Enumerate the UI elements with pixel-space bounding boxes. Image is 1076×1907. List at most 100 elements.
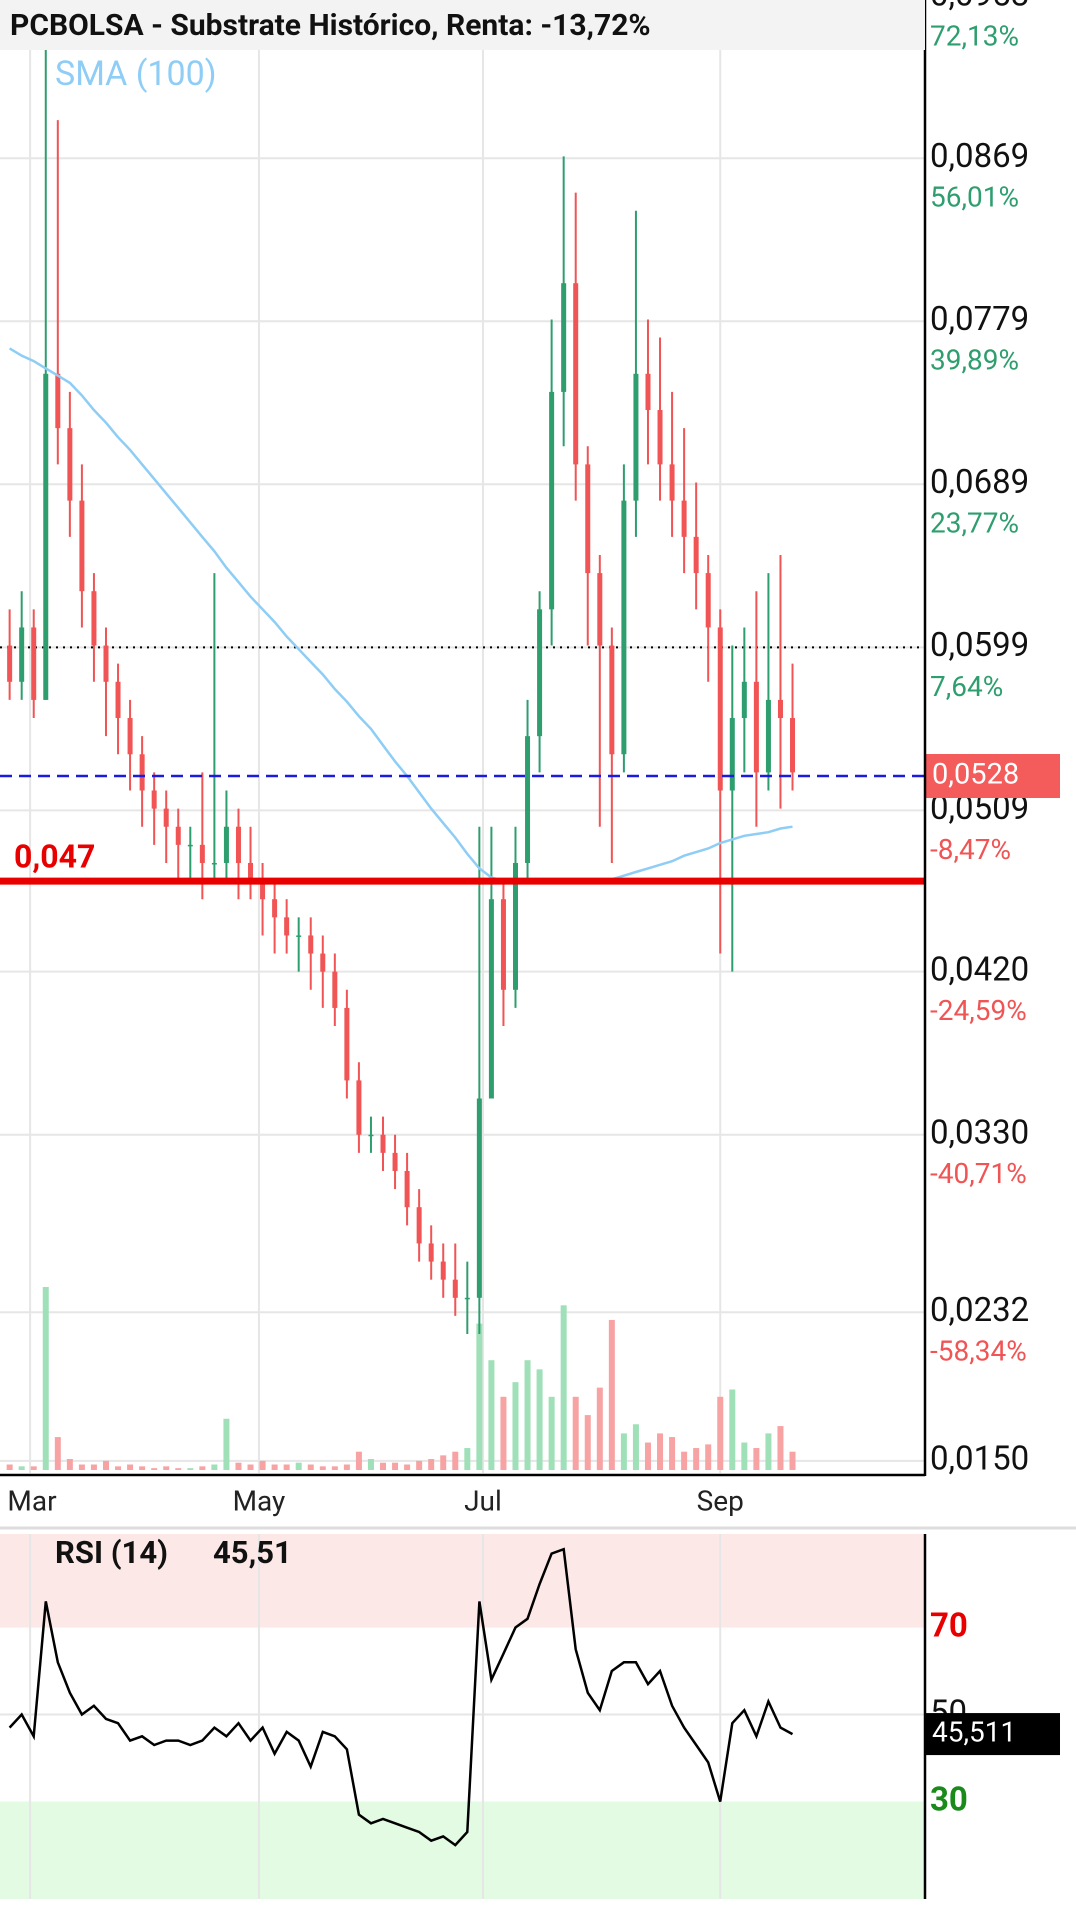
volume-bar: [343, 1464, 350, 1470]
y-tick-label: 0,0779: [930, 300, 1029, 339]
sma-line: [8, 347, 793, 883]
x-tick-label: Jul: [464, 1484, 502, 1517]
volume-bar: [295, 1462, 302, 1470]
candle-body: [693, 536, 699, 574]
volume-bar: [307, 1464, 314, 1470]
volume-bar: [66, 1459, 73, 1470]
volume-bar: [90, 1464, 97, 1470]
candle-body: [308, 935, 314, 954]
candle-body: [705, 573, 711, 628]
candle-body: [525, 736, 531, 863]
rsi-title: RSI (14): [55, 1534, 168, 1571]
pct-tick-label: -58,34%: [930, 1335, 1027, 1368]
volume-bar: [560, 1305, 567, 1470]
candle-body: [187, 844, 193, 847]
candle-body: [657, 410, 663, 465]
candle-body: [621, 500, 627, 755]
candle-body: [19, 627, 25, 682]
volume-bar: [777, 1426, 784, 1470]
candle-body: [67, 428, 73, 501]
volume-bar: [235, 1462, 242, 1470]
volume-bar: [440, 1455, 447, 1470]
candle-body: [284, 917, 290, 936]
volume-bar: [765, 1433, 772, 1470]
current-price-label: 0,0528: [932, 758, 1019, 792]
pct-tick-label: -8,47%: [930, 833, 1011, 866]
candle-body: [380, 1134, 386, 1153]
candle-body: [452, 1279, 458, 1298]
candle-body: [488, 899, 494, 1099]
candle-body: [729, 718, 735, 791]
volume-bar: [717, 1396, 724, 1470]
candle-body: [199, 844, 205, 863]
volume-bar: [500, 1396, 507, 1470]
volume-bar: [404, 1464, 411, 1470]
oversold-zone: [0, 1801, 925, 1899]
volume-bar: [705, 1444, 712, 1470]
volume-bar: [524, 1360, 531, 1470]
volume-bar: [392, 1462, 399, 1470]
candle-body: [633, 373, 639, 501]
volume-bar: [115, 1466, 122, 1470]
volume-bar: [380, 1462, 387, 1470]
volume-bar: [355, 1451, 362, 1470]
volume-bar: [271, 1464, 278, 1470]
chart-title: PCBOLSA - Substrate Histórico, Renta: -1…: [10, 8, 651, 43]
candle-body: [163, 808, 169, 827]
candle-body: [91, 591, 97, 646]
candle-body: [320, 953, 326, 972]
volume-bar: [319, 1466, 326, 1470]
candle-body: [500, 899, 506, 990]
y-tick-label: 0,0420: [930, 950, 1029, 989]
volume-bar: [488, 1360, 495, 1470]
candle-body: [681, 500, 687, 537]
volume-bar: [596, 1387, 603, 1470]
candle-body: [464, 1297, 470, 1300]
candle-body: [753, 681, 759, 773]
volume-bar: [669, 1437, 676, 1470]
rsi-current-box: [926, 1713, 1060, 1756]
candle-body: [790, 718, 796, 773]
volume-bar: [18, 1466, 25, 1470]
candle-body: [356, 1080, 362, 1135]
candle-body: [151, 790, 157, 809]
x-tick-label: Mar: [7, 1484, 57, 1517]
current-price-box: [926, 754, 1060, 799]
candle-body: [248, 862, 254, 882]
pct-tick-label: 7,64%: [930, 670, 1003, 703]
x-tick-label: Sep: [697, 1484, 744, 1517]
candle-body: [7, 645, 13, 682]
candle-body: [609, 645, 615, 755]
volume-bar: [452, 1451, 459, 1470]
y-tick-label: 0,0958: [930, 0, 1029, 15]
volume-bar: [163, 1466, 170, 1470]
volume-bar: [6, 1464, 13, 1470]
candle-body: [645, 373, 651, 411]
volume-bar: [223, 1418, 230, 1470]
candle-body: [272, 899, 278, 918]
volume-bar: [199, 1466, 206, 1470]
y-tick-label: 0,0150: [930, 1440, 1029, 1479]
volume-bar: [681, 1451, 688, 1470]
volume-bar: [644, 1442, 651, 1470]
volume-bar: [572, 1396, 579, 1470]
volume-bar: [54, 1437, 61, 1470]
candle-body: [368, 1134, 374, 1137]
y-tick-label: 0,0599: [930, 626, 1029, 665]
volume-bar: [657, 1433, 664, 1470]
candle-body: [115, 681, 121, 719]
candle-body: [43, 373, 49, 700]
volume-bar: [464, 1448, 471, 1470]
candle-body: [404, 1170, 410, 1208]
candle-body: [260, 881, 266, 900]
candle-body: [549, 391, 555, 610]
candle-body: [561, 283, 567, 392]
candle-body: [79, 500, 85, 592]
candle-body: [597, 573, 603, 646]
volume-bar: [548, 1396, 555, 1470]
candle-body: [344, 1007, 350, 1081]
pct-tick-label: 56,01%: [930, 181, 1019, 214]
candle-body: [55, 373, 61, 429]
